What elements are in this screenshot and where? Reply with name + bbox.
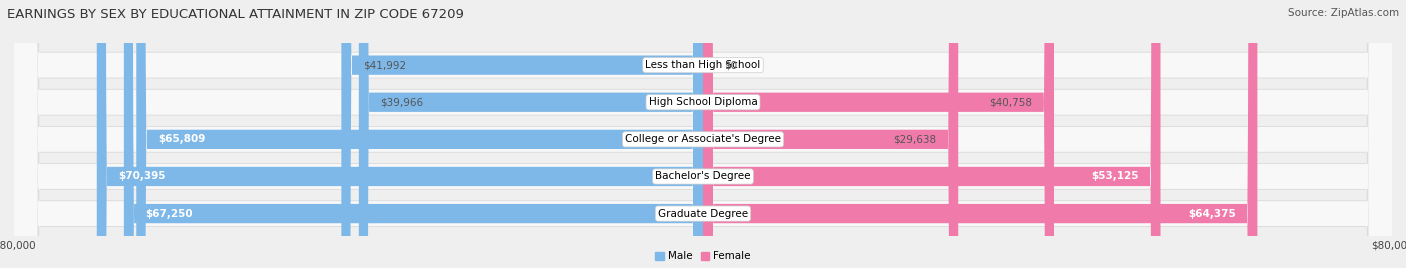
Text: $39,966: $39,966 xyxy=(381,97,423,107)
FancyBboxPatch shape xyxy=(14,0,1392,268)
Text: Source: ZipAtlas.com: Source: ZipAtlas.com xyxy=(1288,8,1399,18)
FancyBboxPatch shape xyxy=(14,0,1392,268)
Text: $41,992: $41,992 xyxy=(363,60,406,70)
FancyBboxPatch shape xyxy=(359,0,703,268)
Text: $67,250: $67,250 xyxy=(145,209,193,219)
FancyBboxPatch shape xyxy=(14,0,1392,268)
Text: $40,758: $40,758 xyxy=(990,97,1032,107)
FancyBboxPatch shape xyxy=(14,0,1392,268)
Text: $53,125: $53,125 xyxy=(1091,172,1139,181)
FancyBboxPatch shape xyxy=(14,0,1392,268)
Legend: Male, Female: Male, Female xyxy=(651,247,755,265)
FancyBboxPatch shape xyxy=(97,0,703,268)
Text: Graduate Degree: Graduate Degree xyxy=(658,209,748,219)
FancyBboxPatch shape xyxy=(136,0,703,268)
Text: $70,395: $70,395 xyxy=(118,172,166,181)
Text: $29,638: $29,638 xyxy=(894,134,936,144)
FancyBboxPatch shape xyxy=(342,0,703,268)
FancyBboxPatch shape xyxy=(703,0,1160,268)
Text: $0: $0 xyxy=(724,60,738,70)
Text: Less than High School: Less than High School xyxy=(645,60,761,70)
Text: High School Diploma: High School Diploma xyxy=(648,97,758,107)
Text: $65,809: $65,809 xyxy=(157,134,205,144)
FancyBboxPatch shape xyxy=(14,0,1392,268)
Text: $64,375: $64,375 xyxy=(1188,209,1236,219)
FancyBboxPatch shape xyxy=(14,0,1392,268)
Text: EARNINGS BY SEX BY EDUCATIONAL ATTAINMENT IN ZIP CODE 67209: EARNINGS BY SEX BY EDUCATIONAL ATTAINMEN… xyxy=(7,8,464,21)
FancyBboxPatch shape xyxy=(703,0,1257,268)
FancyBboxPatch shape xyxy=(14,0,1392,268)
FancyBboxPatch shape xyxy=(14,0,1392,268)
FancyBboxPatch shape xyxy=(124,0,703,268)
Text: College or Associate's Degree: College or Associate's Degree xyxy=(626,134,780,144)
FancyBboxPatch shape xyxy=(14,0,1392,268)
FancyBboxPatch shape xyxy=(703,0,959,268)
Text: Bachelor's Degree: Bachelor's Degree xyxy=(655,172,751,181)
FancyBboxPatch shape xyxy=(703,0,1054,268)
